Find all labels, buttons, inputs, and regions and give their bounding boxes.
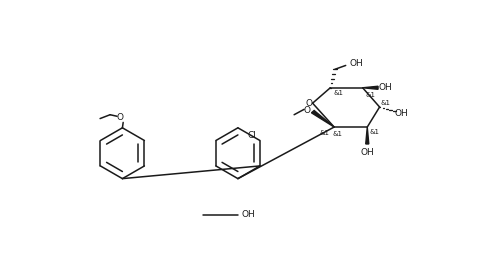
Text: O: O — [303, 106, 310, 115]
Text: OH: OH — [242, 210, 255, 219]
Text: &1: &1 — [319, 130, 329, 136]
Text: &1: &1 — [380, 100, 390, 106]
Text: &1: &1 — [332, 90, 342, 96]
Polygon shape — [365, 127, 368, 144]
Text: &1: &1 — [331, 131, 342, 137]
Text: OH: OH — [393, 109, 407, 118]
Polygon shape — [362, 86, 377, 89]
Polygon shape — [311, 110, 333, 127]
Text: O: O — [305, 99, 312, 108]
Text: OH: OH — [349, 59, 363, 68]
Text: OH: OH — [360, 148, 373, 157]
Text: &1: &1 — [368, 129, 378, 135]
Text: Cl: Cl — [247, 131, 256, 140]
Text: O: O — [116, 113, 123, 122]
Text: OH: OH — [378, 83, 392, 92]
Text: &1: &1 — [365, 92, 375, 98]
